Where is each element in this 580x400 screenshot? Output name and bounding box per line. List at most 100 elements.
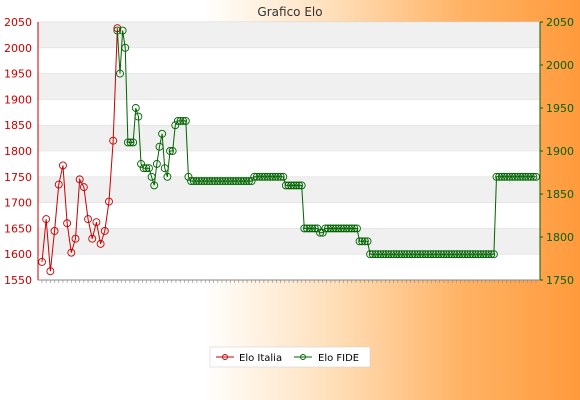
point-elo-fide [160, 164, 169, 173]
plot-band [38, 176, 540, 203]
point-elo-italia [96, 239, 105, 248]
point-elo-fide [152, 159, 161, 168]
point-elo-fide [279, 172, 288, 181]
point-elo-fide [447, 250, 456, 259]
point-elo-fide [252, 172, 261, 181]
point-elo-fide [181, 116, 190, 125]
point-elo-fide [503, 172, 511, 181]
point-elo-fide [445, 250, 454, 259]
point-elo-fide [292, 181, 301, 190]
point-elo-fide [166, 147, 174, 155]
point-elo-fide [516, 172, 525, 181]
point-elo-fide [495, 172, 504, 181]
point-elo-fide [466, 250, 475, 259]
y-tick-right: 2050 [546, 16, 574, 29]
point-elo-fide [300, 224, 309, 233]
point-elo-fide [366, 250, 375, 259]
point-elo-italia [50, 227, 59, 235]
y-tick-right: 1800 [546, 231, 574, 244]
point-elo-fide [397, 250, 406, 259]
point-elo-fide [287, 181, 296, 190]
point-elo-fide [392, 250, 401, 259]
point-elo-fide [116, 69, 124, 78]
point-elo-fide [455, 250, 464, 259]
point-elo-fide [179, 116, 188, 125]
point-elo-fide [197, 177, 206, 186]
point-elo-fide [418, 250, 427, 259]
y-tick-left: 1550 [4, 274, 32, 287]
point-elo-fide [379, 250, 388, 259]
point-elo-italia [38, 257, 46, 266]
point-elo-fide [413, 250, 422, 259]
point-elo-fide [329, 224, 338, 233]
point-elo-fide [468, 250, 477, 259]
point-elo-fide [487, 250, 496, 259]
point-elo-fide [284, 181, 293, 190]
y-tick-left: 1600 [4, 248, 32, 261]
legend-box [209, 346, 371, 368]
point-elo-fide [424, 250, 432, 259]
point-elo-fide [434, 250, 443, 259]
legend-marker-elo-fide [300, 354, 306, 360]
point-elo-fide [297, 181, 306, 190]
point-elo-fide [439, 250, 448, 259]
point-elo-fide [339, 224, 348, 233]
point-elo-fide [500, 172, 509, 181]
point-elo-fide [263, 172, 272, 181]
point-elo-fide [324, 224, 332, 233]
point-elo-fide [513, 172, 522, 181]
point-elo-fide [171, 121, 180, 130]
point-elo-fide [497, 172, 506, 181]
point-elo-fide [187, 177, 196, 186]
point-elo-fide [374, 250, 382, 259]
point-elo-fide [526, 172, 535, 181]
point-elo-italia [54, 180, 63, 189]
point-elo-italia [58, 161, 67, 170]
point-elo-fide [205, 177, 214, 186]
point-elo-fide [147, 172, 156, 181]
point-elo-fide [310, 224, 319, 233]
point-elo-fide [342, 224, 351, 233]
point-elo-fide [431, 250, 440, 259]
point-elo-fide [482, 250, 490, 259]
point-elo-fide [163, 172, 172, 181]
point-elo-fide [213, 177, 222, 186]
point-elo-fide [381, 250, 390, 259]
y-tick-left: 1650 [4, 222, 32, 235]
point-elo-fide [371, 250, 380, 259]
x-axis-ticks [38, 279, 540, 283]
point-elo-fide [239, 177, 248, 186]
point-elo-fide [145, 164, 153, 173]
y-tick-right: 1900 [546, 145, 574, 158]
point-elo-fide [416, 250, 425, 259]
point-elo-fide [426, 250, 435, 259]
plot-band [38, 228, 540, 255]
point-elo-fide [318, 228, 327, 237]
y-tick-left: 2050 [4, 16, 32, 29]
point-elo-fide [173, 116, 182, 125]
y-tick-left: 2000 [4, 42, 32, 55]
point-elo-fide [210, 177, 219, 186]
point-elo-fide [405, 250, 414, 259]
y-tick-right: 2000 [546, 59, 574, 72]
point-elo-fide [421, 250, 430, 259]
point-elo-fide [360, 237, 369, 246]
point-elo-fide [155, 142, 164, 151]
y-tick-left: 1950 [4, 68, 32, 81]
point-elo-fide [271, 172, 280, 181]
point-elo-fide [258, 172, 267, 181]
point-elo-italia [46, 267, 55, 276]
point-elo-fide [192, 177, 201, 186]
legend-label-elo-italia: Elo Italia [239, 353, 282, 364]
point-elo-fide [384, 250, 393, 259]
point-elo-fide [453, 250, 461, 259]
y-axis-left: 1550 1600 1650 1700 1750 1800 1850 1900 1950 2000… [4, 16, 39, 287]
point-elo-fide [274, 172, 282, 181]
point-elo-fide [131, 104, 140, 112]
point-elo-italia [71, 234, 80, 243]
point-elo-italia [75, 175, 84, 184]
point-elo-italia [67, 248, 76, 257]
point-elo-fide [139, 164, 148, 173]
point-elo-italia [105, 197, 113, 206]
point-elo-italia [63, 219, 72, 228]
